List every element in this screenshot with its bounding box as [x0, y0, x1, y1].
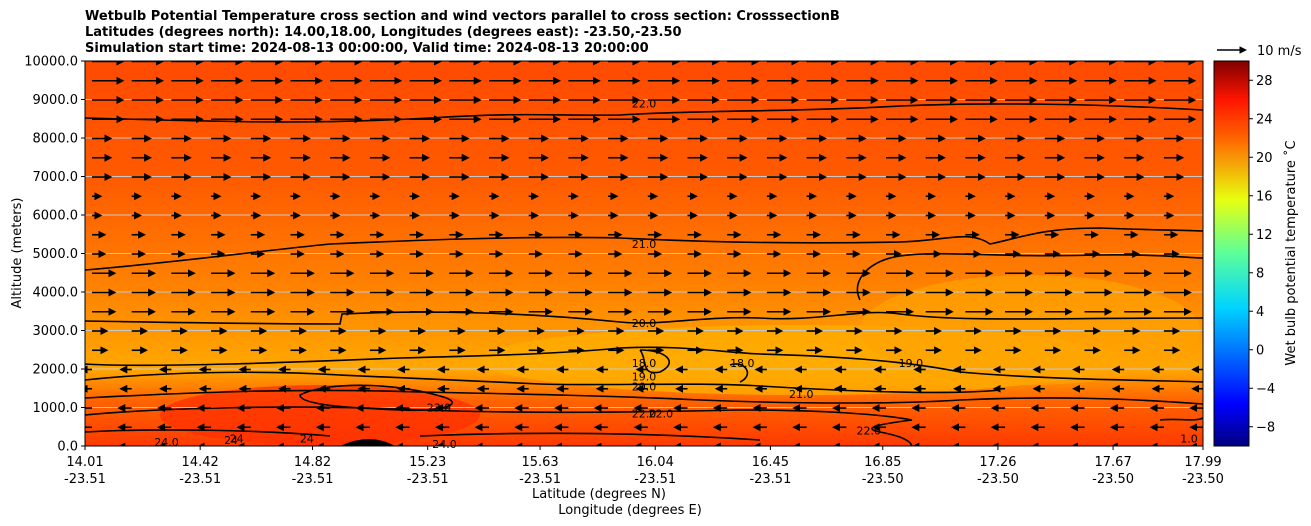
contour-label: 18.0	[632, 357, 657, 370]
y-tick-label: 5000.0	[33, 247, 79, 262]
x-tick-label-latitude: 15.63	[521, 455, 558, 470]
y-tick-label: 1000.0	[33, 401, 79, 416]
contour-label: 18.0	[730, 357, 755, 370]
contour-label: 22.0	[856, 425, 881, 438]
colorbar-tick-label: 0	[1256, 343, 1264, 358]
contour-label: 21.0	[632, 238, 657, 251]
x-tick-label-longitude: -23.50	[1182, 472, 1224, 487]
x-tick-label-longitude: -23.51	[64, 472, 106, 487]
colorbar-tick-label: 20	[1256, 151, 1273, 166]
colorbar-label: Wet bulb potential temperature ˚C	[1283, 140, 1299, 365]
x-tick-label-longitude: -23.50	[862, 472, 904, 487]
terrain-peak	[340, 439, 395, 446]
contour-label: 23.0	[427, 402, 452, 415]
colorbar: −8 −4 0 4 8 12 16 20 24 28 Wet bulb potential tem…	[1213, 60, 1299, 447]
x-tick-label-latitude: 15.23	[409, 455, 446, 470]
contour-label: 24.0	[154, 436, 179, 449]
y-tick-label: 0.0	[57, 440, 78, 455]
contour-label: 19.0	[899, 357, 924, 370]
chart-title-line-1: Wetbulb Potential Temperature cross sect…	[85, 9, 840, 24]
x-axis-label-latitude: Latitude (degrees N)	[532, 487, 666, 502]
contour-label: 24	[300, 432, 314, 445]
chart-title-line-2: Latitudes (degrees north): 14.00,18.00, …	[85, 25, 682, 40]
contour-label: 1.0	[1180, 432, 1198, 445]
y-tick-label: 2000.0	[33, 363, 79, 378]
colorbar-tick-label: −4	[1256, 382, 1275, 397]
y-tick-label: 9000.0	[33, 93, 79, 108]
x-tick-label-latitude: 17.67	[1095, 455, 1132, 470]
contour-label: 24	[230, 432, 244, 445]
x-tick-label-latitude: 16.04	[637, 455, 674, 470]
x-axis-ticks: 14.01 -23.51 14.42 -23.51 14.82 -23.51 15.23 -2…	[64, 446, 1224, 487]
colorbar-tick-label: 8	[1256, 266, 1264, 281]
x-tick-label-longitude: -23.50	[1092, 472, 1134, 487]
y-tick-label: 7000.0	[33, 170, 79, 185]
x-tick-label-longitude: -23.51	[749, 472, 791, 487]
y-tick-label: 6000.0	[33, 209, 79, 224]
wind-vectors	[85, 61, 1203, 446]
contour-label: 19.0	[632, 371, 657, 384]
colorbar-gradient	[1213, 60, 1250, 447]
y-tick-label: 4000.0	[33, 286, 79, 301]
x-tick-label-latitude: 14.42	[182, 455, 219, 470]
x-tick-label-latitude: 16.85	[864, 455, 901, 470]
x-tick-label-longitude: -23.51	[634, 472, 676, 487]
x-tick-label-latitude: 17.26	[979, 455, 1016, 470]
quiver-key-label: 10 m/s	[1257, 44, 1302, 59]
x-tick-label-latitude: 14.01	[66, 455, 103, 470]
x-tick-label-longitude: -23.51	[407, 472, 449, 487]
colorbar-tick-label: 24	[1256, 112, 1273, 127]
contour-label: 24.0	[432, 438, 457, 451]
colorbar-ticks: −8 −4 0 4 8 12 16 20 24 28	[1249, 74, 1275, 435]
x-tick-label-longitude: -23.51	[292, 472, 334, 487]
x-tick-label-longitude: -23.50	[977, 472, 1019, 487]
x-tick-label-latitude: 17.99	[1184, 455, 1221, 470]
y-axis-ticks: 0.0 1000.0 2000.0 3000.0 4000.0 5000.0 6000.0 7…	[24, 55, 85, 455]
colorbar-tick-label: 16	[1256, 189, 1273, 204]
plot-area	[85, 61, 1203, 446]
chart-title-line-3: Simulation start time: 2024-08-13 00:00:…	[85, 41, 649, 56]
y-tick-label: 8000.0	[33, 132, 79, 147]
colorbar-tick-label: 12	[1256, 228, 1273, 243]
x-axis-label-longitude: Longitude (degrees E)	[558, 503, 702, 518]
y-tick-label: 3000.0	[33, 324, 79, 339]
y-axis-label: Altitude (meters)	[10, 198, 25, 309]
colorbar-tick-label: −8	[1256, 420, 1275, 435]
contour-labels: 22.021.020.019.018.0 18.019.020.021.023.0…	[154, 97, 1197, 451]
colorbar-tick-label: 4	[1256, 305, 1264, 320]
contour-label: 21.0	[789, 388, 814, 401]
contour-label: 22.0	[632, 407, 657, 420]
quiver-key: 10 m/s	[1217, 44, 1302, 59]
x-tick-label-latitude: 14.82	[294, 455, 331, 470]
contour-label: 20.0	[632, 317, 657, 330]
contour-label: 22.0	[632, 97, 657, 110]
colorbar-tick-label: 28	[1256, 74, 1273, 89]
contour-label: 20.0	[632, 380, 657, 393]
contour-label: 22.0	[649, 407, 674, 420]
x-tick-label-longitude: -23.51	[179, 472, 221, 487]
y-tick-label: 10000.0	[24, 55, 78, 70]
x-tick-label-latitude: 16.45	[752, 455, 789, 470]
x-tick-label-longitude: -23.51	[519, 472, 561, 487]
contour-label: 24	[224, 434, 238, 447]
